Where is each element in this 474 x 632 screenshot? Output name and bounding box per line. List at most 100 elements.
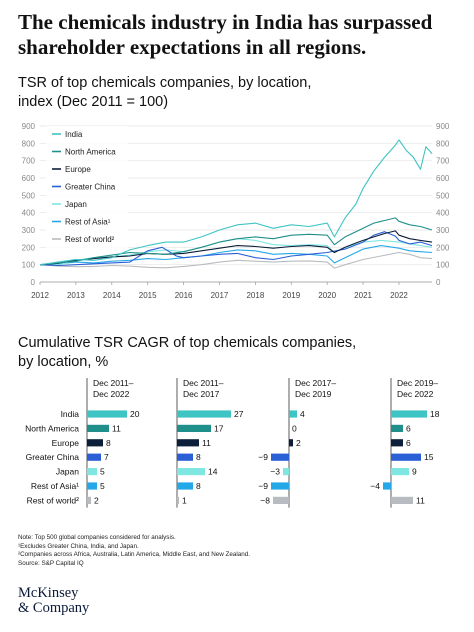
series-line-greater-china xyxy=(39,231,433,267)
bar xyxy=(391,453,421,461)
legend-label: North America xyxy=(65,148,116,157)
bar xyxy=(87,439,103,447)
data-label: 11 xyxy=(112,423,121,433)
legend-label: Greater China xyxy=(65,183,116,192)
legend-background xyxy=(46,126,128,251)
bar xyxy=(289,410,297,418)
x-tick-label: 2014 xyxy=(103,291,121,300)
data-label: −8 xyxy=(260,495,270,505)
y-tick-label-right: 0 xyxy=(436,278,441,287)
footnote-line: Note: Top 500 global companies considere… xyxy=(18,534,176,541)
period-label: Dec 2011– xyxy=(93,378,134,388)
period-label: Dec 2011– xyxy=(183,378,224,388)
bar xyxy=(383,482,391,490)
bar xyxy=(289,439,293,447)
y-tick-label-left: 100 xyxy=(22,261,36,270)
bar xyxy=(391,468,409,476)
bar xyxy=(177,482,193,490)
line-chart-subtitle: index (Dec 2011 = 100) xyxy=(18,94,169,110)
y-tick-label-right: 500 xyxy=(436,191,450,200)
y-tick-label-right: 900 xyxy=(436,122,450,131)
bar xyxy=(271,453,289,461)
category-label: India xyxy=(61,409,80,419)
bar xyxy=(177,439,199,447)
x-tick-label: 2016 xyxy=(175,291,193,300)
category-label: Greater China xyxy=(26,452,80,462)
category-label: North America xyxy=(25,423,79,433)
bar xyxy=(177,453,193,461)
footnote-line: ¹Excludes Greater China, India, and Japa… xyxy=(18,542,139,550)
legend-label: Europe xyxy=(65,165,91,174)
data-label: 17 xyxy=(214,423,224,433)
bar xyxy=(391,496,413,504)
y-tick-label-left: 500 xyxy=(22,191,36,200)
data-label: 5 xyxy=(100,481,105,491)
bar xyxy=(391,410,427,418)
bar xyxy=(271,482,289,490)
period-label: Dec 2022 xyxy=(397,389,434,399)
series-line-india xyxy=(39,139,433,266)
bar xyxy=(177,468,205,476)
y-tick-label-left: 900 xyxy=(22,122,36,131)
category-label: Rest of Asia¹ xyxy=(31,481,79,491)
period-label: Dec 2019 xyxy=(295,389,332,399)
y-tick-label-right: 300 xyxy=(436,226,450,235)
footnote-line: ²Companies across Africa, Australia, Lat… xyxy=(18,551,251,559)
bar-chart-title-line2: by location, % xyxy=(18,354,109,370)
data-label: 20 xyxy=(130,409,140,419)
bar xyxy=(87,424,109,432)
data-label: 6 xyxy=(406,438,411,448)
data-label: 4 xyxy=(300,409,305,419)
bar xyxy=(283,468,289,476)
legend-label: India xyxy=(65,130,83,139)
bar xyxy=(391,439,403,447)
y-tick-label-left: 800 xyxy=(22,139,36,148)
x-tick-label: 2012 xyxy=(31,291,49,300)
headline: The chemicals industry in India has surp… xyxy=(18,10,433,59)
period-label: Dec 2022 xyxy=(93,389,130,399)
source-line: Source: S&P Capital IQ xyxy=(18,559,84,567)
y-tick-label-left: 400 xyxy=(22,209,36,218)
bar xyxy=(273,496,289,504)
series-line-europe xyxy=(39,230,433,266)
x-tick-label: 2015 xyxy=(139,291,157,300)
y-tick-label-left: 0 xyxy=(31,278,36,287)
data-label: 0 xyxy=(292,423,297,433)
data-label: 18 xyxy=(430,409,440,419)
y-tick-label-right: 200 xyxy=(436,243,450,252)
category-label: Europe xyxy=(52,438,80,448)
y-tick-label-right: 100 xyxy=(436,261,450,270)
category-label: Japan xyxy=(56,467,79,477)
y-tick-label-left: 700 xyxy=(22,157,36,166)
data-label: −4 xyxy=(370,481,380,491)
x-tick-label: 2018 xyxy=(246,291,264,300)
data-label: 1 xyxy=(182,495,187,505)
period-label: Dec 2017 xyxy=(183,389,220,399)
bar xyxy=(177,424,211,432)
data-label: 6 xyxy=(406,423,411,433)
bar-chart: India North America Europe Greater China Jap… xyxy=(25,378,440,508)
data-label: 9 xyxy=(412,467,417,477)
data-label: 7 xyxy=(104,452,109,462)
bar xyxy=(177,496,179,504)
bar xyxy=(87,468,97,476)
data-label: 27 xyxy=(234,409,244,419)
line-chart-title-text: TSR of top chemicals companies, by locat… xyxy=(18,75,312,91)
data-label: 11 xyxy=(416,495,425,505)
line-chart-title: TSR of top chemicals companies, by locat… xyxy=(18,74,311,112)
data-label: −3 xyxy=(270,467,280,477)
series-line-rest-of-asia xyxy=(39,245,433,266)
bar xyxy=(87,410,127,418)
series-line-rest-of-world xyxy=(39,251,433,269)
data-label: 15 xyxy=(424,452,434,462)
x-tick-label: 2019 xyxy=(282,291,300,300)
y-tick-label-right: 400 xyxy=(436,209,450,218)
bar xyxy=(177,410,231,418)
x-tick-label: 2017 xyxy=(211,291,229,300)
logo-line: McKinsey xyxy=(18,585,79,601)
logo-line: & Company xyxy=(18,600,90,616)
bar xyxy=(87,453,101,461)
bar-chart-title: Cumulative TSR CAGR of top chemicals com… xyxy=(18,334,356,372)
legend-label: Japan xyxy=(65,200,87,209)
data-label: −9 xyxy=(258,452,268,462)
